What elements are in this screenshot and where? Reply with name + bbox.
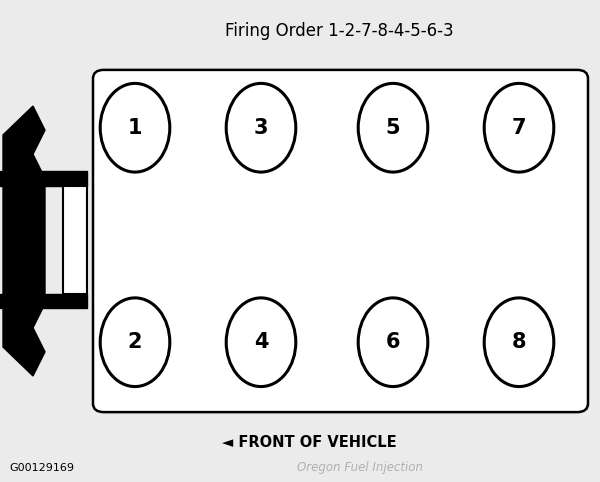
Ellipse shape xyxy=(100,83,170,172)
Text: 5: 5 xyxy=(386,118,400,138)
Text: 6: 6 xyxy=(386,332,400,352)
Ellipse shape xyxy=(226,298,296,387)
Text: Oregon Fuel Injection: Oregon Fuel Injection xyxy=(297,461,423,474)
Text: Firing Order 1-2-7-8-4-5-6-3: Firing Order 1-2-7-8-4-5-6-3 xyxy=(224,22,454,40)
Ellipse shape xyxy=(100,298,170,387)
Text: 8: 8 xyxy=(512,332,526,352)
Polygon shape xyxy=(0,171,87,186)
Text: G00129169: G00129169 xyxy=(9,463,74,472)
Ellipse shape xyxy=(484,83,554,172)
Text: 2: 2 xyxy=(128,332,142,352)
Ellipse shape xyxy=(358,83,428,172)
Text: ◄ FRONT OF VEHICLE: ◄ FRONT OF VEHICLE xyxy=(221,435,397,450)
Ellipse shape xyxy=(484,298,554,387)
Ellipse shape xyxy=(226,83,296,172)
Text: 4: 4 xyxy=(254,332,268,352)
Text: 7: 7 xyxy=(512,118,526,138)
Bar xyxy=(63,186,87,294)
FancyBboxPatch shape xyxy=(93,70,588,412)
Polygon shape xyxy=(3,106,45,376)
Text: 1: 1 xyxy=(128,118,142,138)
Polygon shape xyxy=(0,294,87,308)
Text: 3: 3 xyxy=(254,118,268,138)
Ellipse shape xyxy=(358,298,428,387)
